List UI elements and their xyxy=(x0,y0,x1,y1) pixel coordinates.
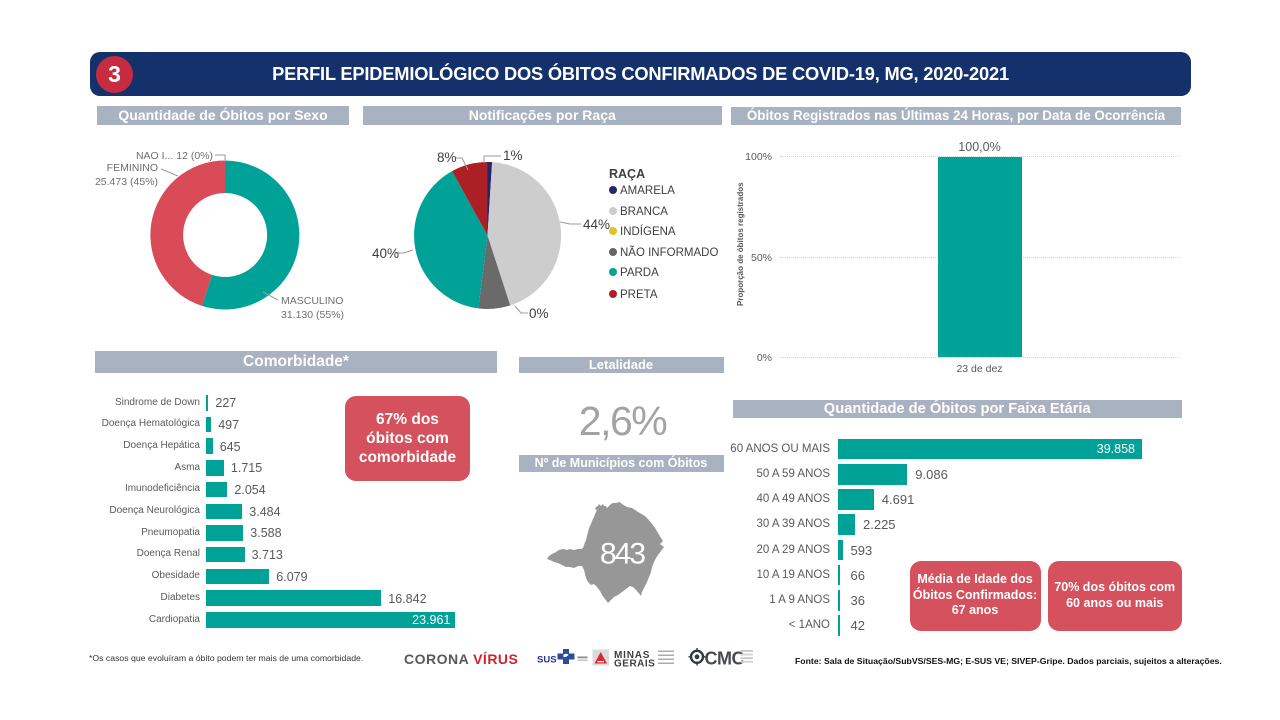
svg-text:MINAS: MINAS xyxy=(614,650,650,661)
svg-text:SUS: SUS xyxy=(537,655,557,666)
svg-text:CMC: CMC xyxy=(705,649,745,669)
svg-text:843: 843 xyxy=(600,538,645,571)
svg-text:GERAIS: GERAIS xyxy=(614,659,655,670)
